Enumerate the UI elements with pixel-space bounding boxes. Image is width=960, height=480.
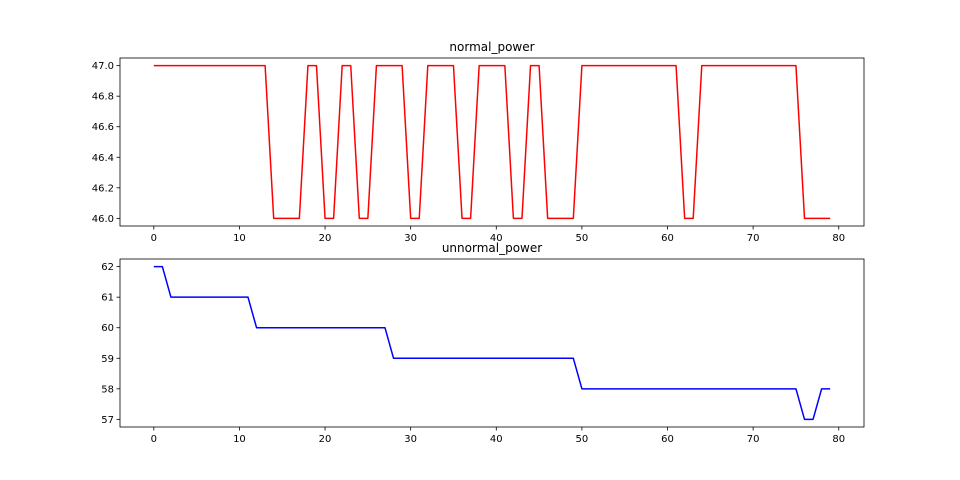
normal-power-x-tick-label: 10: [233, 233, 246, 244]
unnormal-power-y-tick-label: 58: [101, 384, 114, 395]
unnormal-power-x-tick-label: 60: [661, 434, 674, 445]
normal-power-axes-frame: [119, 57, 865, 227]
normal-power-x-tick-label: 20: [319, 233, 332, 244]
unnormal-power-x-tick-label: 80: [832, 434, 845, 445]
normal-power-y-tick-label: 46.0: [92, 214, 114, 225]
unnormal-power-x-tick-label: 50: [576, 434, 589, 445]
unnormal-power-y-tick-label: 62: [101, 262, 114, 273]
normal-power-panel: normal_power 0 10 20 30 40 50 60 70 80 46.0 46.2 46.…: [92, 40, 865, 244]
unnormal-power-x-tick-label: 0: [151, 434, 157, 445]
unnormal-power-y-tick-label: 61: [101, 293, 114, 304]
normal-power-series-line: [153, 64, 831, 220]
normal-power-x-tick-label: 50: [576, 233, 589, 244]
unnormal-power-y-tick-label: 60: [101, 323, 114, 334]
unnormal-power-axes-frame: [119, 258, 865, 428]
unnormal-power-x-tick-label: 20: [319, 434, 332, 445]
normal-power-x-tick-label: 30: [404, 233, 417, 244]
unnormal-power-panel: unnormal_power 0 10 20 30 40 50 60 70 80 57 58 59 60 6…: [101, 241, 865, 445]
normal-power-x-tick-label: 70: [747, 233, 760, 244]
unnormal-power-y-tick-label: 59: [101, 354, 114, 365]
normal-power-x-tick-label: 60: [661, 233, 674, 244]
normal-power-y-tick-label: 47.0: [92, 61, 114, 72]
unnormal-power-x-tick-label: 70: [747, 434, 760, 445]
unnormal-power-x-tick-label: 10: [233, 434, 246, 445]
unnormal-power-title: unnormal_power: [442, 241, 542, 255]
normal-power-x-tick-label: 80: [832, 233, 845, 244]
unnormal-power-series-line: [153, 265, 831, 421]
normal-power-y-tick-label: 46.2: [92, 183, 114, 194]
unnormal-power-x-tick-label: 30: [404, 434, 417, 445]
normal-power-x-tick-label: 40: [490, 233, 503, 244]
normal-power-x-tick-label: 0: [151, 233, 157, 244]
normal-power-y-tick-label: 46.6: [92, 122, 114, 133]
normal-power-title: normal_power: [449, 40, 534, 54]
normal-power-y-tick-label: 46.8: [92, 92, 114, 103]
unnormal-power-y-tick-label: 57: [101, 415, 114, 426]
normal-power-y-tick-label: 46.4: [92, 153, 114, 164]
unnormal-power-x-tick-label: 40: [490, 434, 503, 445]
